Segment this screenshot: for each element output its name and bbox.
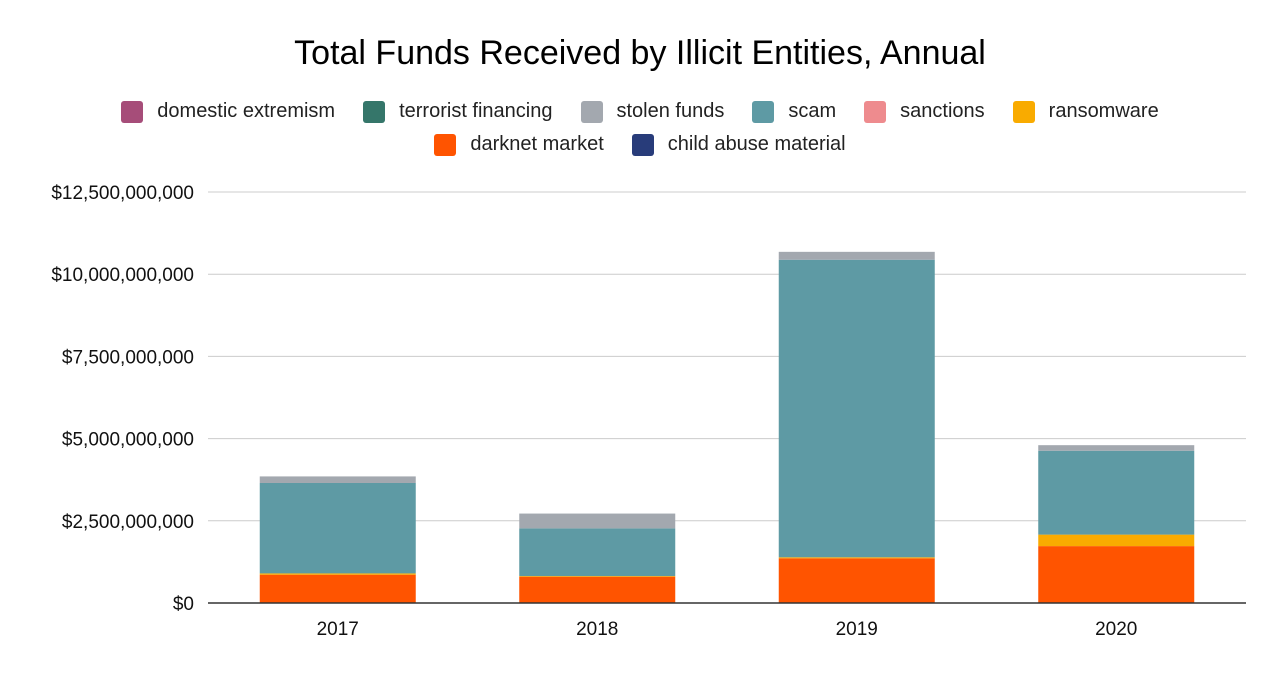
y-tick-label: $5,000,000,000 xyxy=(62,430,194,451)
legend-label: scam xyxy=(788,100,837,122)
legend-label: darknet market xyxy=(470,133,604,155)
legend-swatch xyxy=(752,100,775,123)
legend-label: ransomware xyxy=(1048,100,1159,122)
legend: domestic extremism terrorist financing s… xyxy=(0,100,1280,123)
y-tick-label: $7,500,000,000 xyxy=(62,347,194,368)
legend-swatch xyxy=(363,100,386,123)
x-tick-label: 2017 xyxy=(317,619,359,640)
bar-segment-darknet-market xyxy=(259,574,416,603)
bar-segment-stolen-funds xyxy=(1038,445,1195,451)
legend-label: stolen funds xyxy=(616,100,725,122)
bar-segment-scam xyxy=(778,259,935,558)
legend-swatch xyxy=(434,133,457,156)
bar-segment-darknet-market xyxy=(778,558,935,603)
legend-item-stolen-funds[interactable]: stolen funds xyxy=(580,100,725,123)
legend-item-ransomware[interactable]: ransomware xyxy=(1012,100,1159,123)
bar-segment-scam xyxy=(1038,450,1195,535)
y-tick-label: $10,000,000,000 xyxy=(51,265,194,286)
y-tick-label: $0 xyxy=(173,594,194,615)
legend-item-terrorist-financing[interactable]: terrorist financing xyxy=(363,100,553,123)
y-tick-label: $12,500,000,000 xyxy=(51,183,194,204)
bar-segment-stolen-funds xyxy=(519,513,676,529)
bar-segment-ransomware xyxy=(778,557,935,559)
bar-segment-ransomware xyxy=(259,573,416,575)
legend-item-sanctions[interactable]: sanctions xyxy=(864,100,985,123)
bar-segment-darknet-market xyxy=(519,576,676,603)
x-tick-label: 2018 xyxy=(576,619,618,640)
legend-label: child abuse material xyxy=(667,133,846,155)
legend-item-domestic-extremism[interactable]: domestic extremism xyxy=(121,100,335,123)
legend-swatch xyxy=(580,100,603,123)
bar-segment-stolen-funds xyxy=(259,476,416,483)
legend-label: domestic extremism xyxy=(157,100,336,122)
legend-item-child-abuse-material[interactable]: child abuse material xyxy=(631,133,846,156)
y-tick-label: $2,500,000,000 xyxy=(62,512,194,533)
bar-segment-scam xyxy=(519,528,676,577)
legend-item-darknet-market[interactable]: darknet market xyxy=(434,133,604,156)
legend-swatch xyxy=(631,133,654,156)
legend-swatch xyxy=(1012,100,1035,123)
legend-swatch xyxy=(121,100,144,123)
legend-label: terrorist financing xyxy=(399,100,553,122)
legend-swatch xyxy=(864,100,887,123)
bar-segment-stolen-funds xyxy=(778,251,935,260)
chart-title: Total Funds Received by Illicit Entities… xyxy=(294,34,986,72)
legend-row-2: darknet market child abuse material xyxy=(0,133,1280,156)
legend-item-scam[interactable]: scam xyxy=(752,100,836,123)
bar-segment-scam xyxy=(259,482,416,574)
bar-segment-ransomware xyxy=(1038,534,1195,547)
bar-segment-darknet-market xyxy=(1038,546,1195,603)
x-tick-label: 2020 xyxy=(1095,619,1137,640)
legend-label: sanctions xyxy=(900,100,985,122)
x-tick-label: 2019 xyxy=(836,619,878,640)
bar-segment-ransomware xyxy=(519,576,676,577)
